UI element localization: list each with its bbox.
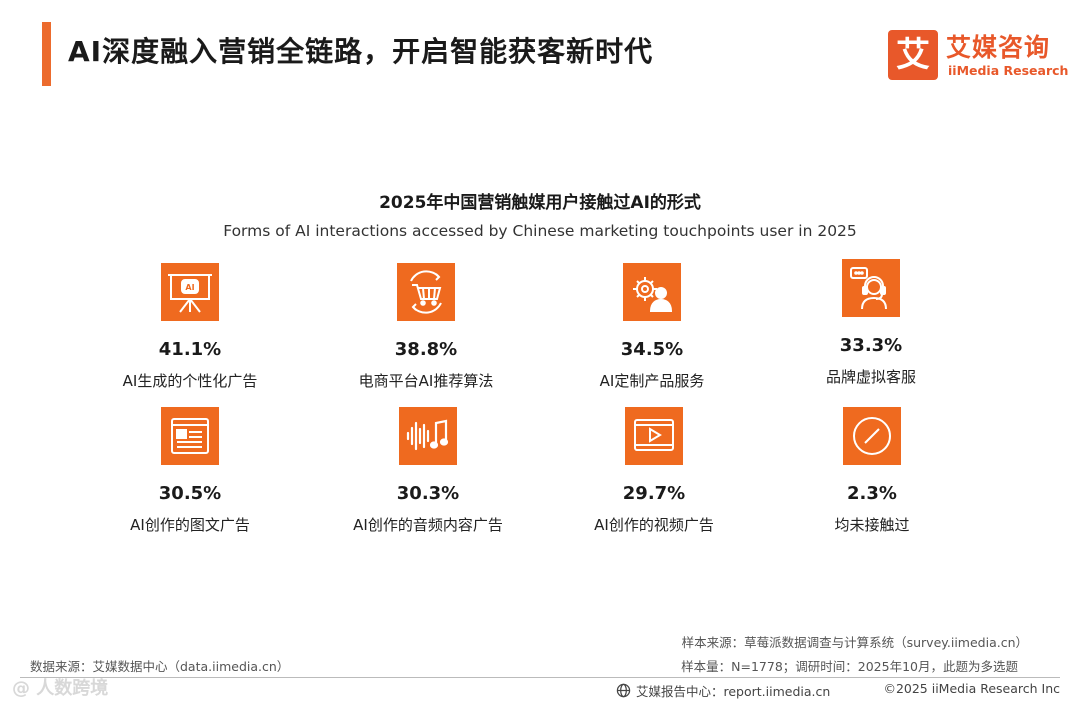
gear-user-icon (623, 263, 681, 321)
stat-label: AI创作的音频内容广告 (353, 516, 503, 534)
ai-presentation-icon: AI (161, 263, 219, 321)
stat-item: 29.7% AI创作的视频广告 (544, 407, 764, 535)
stat-label: 品牌虚拟客服 (825, 368, 916, 386)
watermark: @ 人数跨境 (12, 678, 109, 699)
stat-item: 30.5% AI创作的图文广告 (80, 407, 300, 535)
stat-label: 均未接触过 (834, 516, 910, 534)
stat-label: 电商平台AI推荐算法 (358, 372, 494, 390)
stat-value: 29.7% (622, 483, 686, 504)
stat-value: 41.1% (158, 339, 222, 360)
report-center-link[interactable]: 艾媒报告中心：report.iimedia.cn (616, 681, 830, 700)
logo-name-en: iiMedia Research (948, 63, 1069, 78)
stat-value: 38.8% (394, 339, 458, 360)
none-icon (843, 407, 901, 465)
logo-mark: 艾 (888, 30, 938, 80)
globe-icon (616, 683, 631, 698)
report-center-text: 艾媒报告中心：report.iimedia.cn (636, 684, 831, 699)
stat-label: AI定制产品服务 (599, 372, 705, 390)
stat-item: 33.3% 品牌虚拟客服 (761, 259, 981, 387)
stat-value: 2.3% (847, 483, 897, 504)
stat-item: 30.3% AI创作的音频内容广告 (318, 407, 538, 535)
shopping-cart-icon (397, 263, 455, 321)
audio-music-icon (399, 407, 457, 465)
logo-name-cn: 艾媒咨询 (946, 33, 1051, 62)
stat-label: AI创作的视频广告 (594, 516, 714, 534)
customer-service-icon (842, 259, 900, 317)
sample-source-note: 样本来源：草莓派数据调查与计算系统（survey.iimedia.cn） (681, 635, 1028, 650)
iimedia-logo: 艾 艾媒咨询 iiMedia Research (888, 30, 1068, 82)
stat-item: 2.3% 均未接触过 (762, 407, 982, 535)
page-title: AI深度融入营销全链路，开启智能获客新时代 (68, 35, 654, 68)
sample-size-note: 样本量：N=1778；调研时间：2025年10月，此题为多选题 (681, 659, 1018, 674)
svg-text:AI: AI (185, 283, 194, 292)
stat-value: 30.5% (158, 483, 222, 504)
stat-label: AI生成的个性化广告 (122, 372, 258, 390)
image-text-icon (161, 407, 219, 465)
stat-value: 33.3% (839, 335, 903, 356)
chart-title-cn: 2025年中国营销触媒用户接触过AI的形式 (379, 193, 701, 213)
stat-item: 38.8% 电商平台AI推荐算法 (316, 263, 536, 391)
stat-item: 34.5% AI定制产品服务 (542, 263, 762, 391)
stat-label: AI创作的图文广告 (130, 516, 250, 534)
chart-title-en: Forms of AI interactions accessed by Chi… (223, 222, 857, 240)
footer-divider (20, 677, 1060, 678)
stat-item: AI 41.1% AI生成的个性化广告 (80, 263, 300, 391)
title-accent-bar (42, 22, 51, 86)
stat-value: 30.3% (396, 483, 460, 504)
copyright-text: ©2025 iiMedia Research Inc (883, 681, 1060, 696)
video-play-icon (625, 407, 683, 465)
stat-value: 34.5% (620, 339, 684, 360)
data-source-note: 数据来源：艾媒数据中心（data.iimedia.cn） (30, 659, 290, 674)
